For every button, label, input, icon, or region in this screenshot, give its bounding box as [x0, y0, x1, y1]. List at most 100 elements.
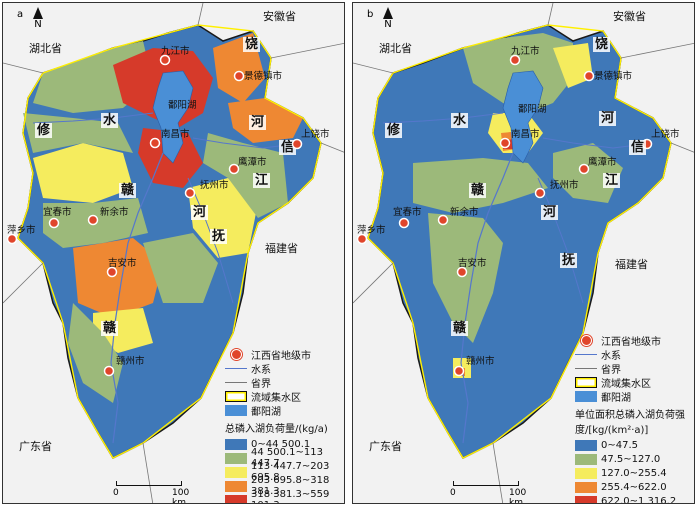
legend-swatch: [575, 453, 597, 465]
legend-class-label: 318 381.3~559 101.3: [251, 489, 330, 503]
catchment-boundary: [367, 24, 672, 459]
city-jian: 吉安市: [108, 258, 137, 269]
legend-city: 江西省地级市: [225, 347, 344, 362]
legend-river-label: 水系: [601, 350, 621, 362]
city-fuzhou: 抚州市: [200, 180, 229, 191]
panel-a-label-wrap: a: [17, 9, 23, 20]
catchment-boundary: [17, 24, 322, 459]
legend-swatch: [225, 494, 247, 503]
river-char-he1: 河: [599, 111, 617, 126]
catchment-box-icon: [225, 390, 247, 402]
legend-swatch: [225, 452, 247, 464]
lake-box-icon: [225, 404, 247, 416]
legend-catchment: 流域集水区: [225, 389, 344, 404]
river-char-gan2: 赣: [451, 321, 469, 336]
legend-boundary-label: 省界: [601, 364, 621, 376]
north-label: N: [384, 19, 392, 30]
legend-class-row: 127.0~255.4: [575, 466, 685, 480]
legend-city-label: 江西省地级市: [251, 350, 311, 362]
province-fujian: 福建省: [265, 242, 298, 255]
river-char-rao: 饶: [593, 37, 611, 52]
legend-class-row: 622.0~1 316.2: [575, 494, 685, 504]
legend-class-label: 203 695.8~318 381.3: [251, 475, 330, 497]
map-canvas-b: [353, 3, 694, 503]
province-boundary: [3, 3, 344, 503]
river-char-gan1: 赣: [469, 183, 487, 198]
subbasin-green-s: [428, 213, 503, 343]
legend-lake: 鄱阳湖: [575, 389, 685, 404]
scale-zero: 0: [450, 488, 456, 498]
legend-lake-label: 鄱阳湖: [601, 392, 631, 404]
river-char-fu: 抚: [210, 229, 228, 244]
legend-river: 水系: [225, 361, 344, 376]
river-char-shui: 水: [451, 113, 469, 128]
river-char-jiang1: 江: [603, 173, 621, 188]
province-fujian: 福建省: [615, 258, 648, 271]
north-label: N: [34, 19, 42, 30]
map-panel-b: b N 湖北省 安徽省 福建省 广东省 修 水 饶 河 信 江 赣 江 抚 河 …: [352, 2, 695, 504]
subbasin-green-e: [553, 143, 623, 203]
legend-class-label: 0~44 500.1: [251, 438, 311, 450]
legend-class-row: 203 695.8~318 381.3: [225, 475, 344, 497]
legend-swatch: [225, 480, 247, 492]
legend-class-label: 0~47.5: [601, 439, 639, 451]
boundary-line-icon: [225, 381, 247, 383]
legend-class-label: 113 447.7~203 695.8: [251, 461, 330, 483]
city-dot-icon: [225, 348, 247, 360]
river-char-xin: 信: [279, 140, 297, 155]
legend-class-label: 47.5~127.0: [601, 453, 661, 465]
river-line-icon: [225, 368, 247, 369]
panel-label: b: [367, 9, 374, 20]
city-yingtan: 鹰潭市: [588, 157, 617, 168]
north-arrow: N: [33, 7, 43, 30]
legend-city: 江西省地级市: [575, 333, 685, 348]
legend-swatch: [575, 495, 597, 503]
legend-b: 江西省地级市 水系 省界 流域集水区 鄱阳湖 单位面积总磷入湖负荷强度/[kg/…: [575, 333, 685, 504]
river-char-jiang1: 江: [253, 173, 271, 188]
panel-label: a: [17, 9, 24, 20]
province-hubei: 湖北省: [29, 42, 62, 55]
city-ganzhou: 赣州市: [116, 356, 145, 367]
city-shangrao: 上饶市: [651, 129, 680, 140]
scale-bar-line: [453, 481, 519, 486]
legend-boundary-label: 省界: [251, 378, 271, 390]
subbasin-green-4: [143, 233, 218, 303]
legend-lake-label: 鄱阳湖: [251, 406, 281, 418]
scale-bar-line: [116, 481, 182, 486]
legend-class-row: 47.5~127.0: [575, 452, 685, 466]
panel-b-label-wrap: b: [367, 9, 373, 20]
subbasin-green-2: [203, 133, 288, 218]
city-pingxiang: 萍乡市: [357, 225, 386, 236]
river-char-he2: 河: [191, 205, 209, 220]
lake-box-icon: [575, 390, 597, 402]
scale-bar-b: 0 100 km: [450, 481, 526, 503]
legend-class-row: 255.4~622.0: [575, 480, 685, 494]
city-yingtan: 鹰潭市: [238, 157, 267, 168]
city-jiujiang: 九江市: [511, 46, 540, 57]
scale-zero: 0: [113, 488, 119, 498]
legend-swatch: [575, 467, 597, 479]
legend-class-row: 44 500.1~113 447.7: [225, 447, 344, 469]
city-fuzhou: 抚州市: [550, 180, 579, 191]
legend-class-row: 0~47.5: [575, 438, 685, 452]
province-guangdong: 广东省: [369, 440, 402, 453]
province-anhui: 安徽省: [613, 10, 646, 23]
city-ganzhou: 赣州市: [466, 356, 495, 367]
legend-swatch: [225, 466, 247, 478]
legend-city-label: 江西省地级市: [601, 336, 661, 348]
river-char-xiu: 修: [385, 123, 403, 138]
city-jingdezhen: 景德镇市: [594, 71, 633, 82]
city-jingdezhen: 景德镇市: [244, 71, 283, 82]
legend-boundary: 省界: [225, 375, 344, 390]
river-char-fu: 抚: [560, 253, 578, 268]
river-line-icon: [575, 353, 597, 355]
legend-river: 水系: [575, 347, 685, 362]
city-dot-icon: [575, 334, 597, 346]
province-guangdong: 广东省: [19, 440, 52, 453]
scale-end: 100 km: [509, 488, 527, 504]
legend-class-label: 622.0~1 316.2: [601, 495, 677, 504]
legend-catchment-label: 流域集水区: [601, 378, 651, 390]
map-panel-a: a N 湖北省 安徽省 福建省 广东省 修 水 饶 河 信 江 赣 江 抚 河 …: [2, 2, 345, 504]
legend-class-row: 318 381.3~559 101.3: [225, 489, 344, 503]
province-hubei: 湖北省: [379, 42, 412, 55]
